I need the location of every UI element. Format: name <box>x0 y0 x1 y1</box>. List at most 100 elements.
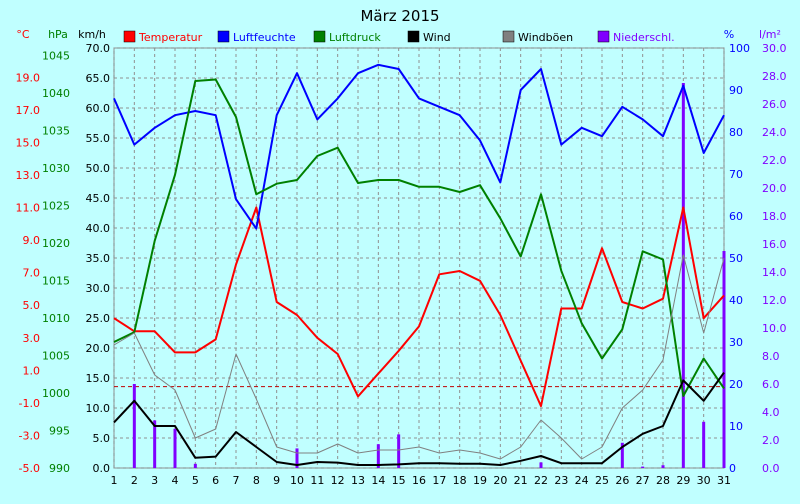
temp-tick-label: -5.0 <box>19 462 40 475</box>
series-lines <box>113 63 725 466</box>
precip-tick-label: 8.0 <box>762 350 780 363</box>
precip-bar <box>295 448 299 468</box>
precip-bar <box>193 463 197 468</box>
wind-tick-label: 40.0 <box>86 222 111 235</box>
precip-tick-label: 28.0 <box>762 70 787 83</box>
precip-bar <box>702 421 706 468</box>
wind-tick-label: 5.0 <box>93 432 111 445</box>
x-tick-label: 29 <box>676 474 690 487</box>
precip-tick-label: 2.0 <box>762 434 780 447</box>
wind-tick-label: 25.0 <box>86 312 111 325</box>
press-tick-label: 1020 <box>42 237 70 250</box>
precip-bar <box>173 428 177 468</box>
humid-tick-label: 10 <box>729 420 743 433</box>
series-line-luftfeuchte <box>113 63 725 230</box>
precip-tick-label: 24.0 <box>762 126 787 139</box>
press-axis-unit: hPa <box>48 28 68 41</box>
grid <box>113 47 725 469</box>
x-tick-label: 3 <box>151 474 158 487</box>
legend-swatch <box>123 30 136 43</box>
humid-tick-label: 70 <box>729 168 743 181</box>
x-tick-label: 1 <box>111 474 118 487</box>
press-tick-label: 1025 <box>42 200 70 213</box>
precip-bar <box>397 434 401 468</box>
temp-tick-label: 7.0 <box>23 267 41 280</box>
temp-tick-label: 9.0 <box>23 234 41 247</box>
series-line-temperatur <box>113 206 725 408</box>
x-tick-label: 5 <box>192 474 199 487</box>
x-tick-label: 8 <box>253 474 260 487</box>
x-tick-label: 18 <box>453 474 467 487</box>
series-line-windböen <box>113 254 725 460</box>
series-line-luftdruck <box>113 78 725 397</box>
legend-swatch <box>407 30 420 43</box>
temp-tick-label: -3.0 <box>19 429 40 442</box>
humid-tick-label: 90 <box>729 84 743 97</box>
precip-bars <box>132 83 726 468</box>
wind-tick-label: 70.0 <box>86 42 111 55</box>
legend-swatch <box>502 30 515 43</box>
legend-swatch <box>217 30 230 43</box>
press-tick-label: 1010 <box>42 312 70 325</box>
temp-tick-label: 17.0 <box>16 104 41 117</box>
precip-tick-label: 16.0 <box>762 238 787 251</box>
x-tick-label: 14 <box>371 474 385 487</box>
x-tick-label: 15 <box>392 474 406 487</box>
press-tick-label: 1030 <box>42 162 70 175</box>
humid-tick-label: 40 <box>729 294 743 307</box>
humid-tick-label: 30 <box>729 336 743 349</box>
x-tick-label: 27 <box>636 474 650 487</box>
wind-tick-label: 45.0 <box>86 192 111 205</box>
wind-axis-unit: km/h <box>78 28 106 41</box>
precip-tick-label: 14.0 <box>762 266 787 279</box>
precip-axis-unit: l/m² <box>759 28 781 41</box>
x-tick-label: 26 <box>615 474 629 487</box>
x-tick-label: 22 <box>534 474 548 487</box>
precip-tick-label: 6.0 <box>762 378 780 391</box>
axis-labels: -5.0-3.0-1.01.03.05.07.09.011.013.015.01… <box>16 42 787 487</box>
x-tick-label: 19 <box>473 474 487 487</box>
press-tick-label: 1015 <box>42 275 70 288</box>
legend-swatch <box>597 30 610 43</box>
wind-tick-label: 60.0 <box>86 102 111 115</box>
press-tick-label: 1000 <box>42 387 70 400</box>
legend-label: Niederschl. <box>613 31 675 44</box>
temp-tick-label: -1.0 <box>19 397 40 410</box>
legend-label: Temperatur <box>138 31 203 44</box>
temp-tick-label: 3.0 <box>23 332 41 345</box>
legend-label: Wind <box>423 31 451 44</box>
x-tick-label: 23 <box>554 474 568 487</box>
temp-tick-label: 5.0 <box>23 299 41 312</box>
legend: Temperatur Luftfeuchte Luftdruck Wind Windbö… <box>123 30 675 44</box>
x-tick-label: 2 <box>131 474 138 487</box>
x-tick-label: 17 <box>432 474 446 487</box>
humid-tick-label: 50 <box>729 252 743 265</box>
precip-tick-label: 12.0 <box>762 294 787 307</box>
press-tick-label: 990 <box>49 462 70 475</box>
x-tick-label: 28 <box>656 474 670 487</box>
precip-bar <box>722 251 726 468</box>
precip-bar <box>153 420 157 468</box>
precip-tick-label: 0.0 <box>762 462 780 475</box>
precip-tick-label: 26.0 <box>762 98 787 111</box>
x-tick-label: 25 <box>595 474 609 487</box>
precip-bar <box>620 442 624 468</box>
humid-axis-unit: % <box>724 28 734 41</box>
legend-label: Luftfeuchte <box>233 31 296 44</box>
temp-tick-label: 15.0 <box>16 136 41 149</box>
x-tick-label: 11 <box>310 474 324 487</box>
x-tick-label: 20 <box>493 474 507 487</box>
press-tick-label: 1045 <box>42 50 70 63</box>
precip-bar <box>539 462 543 468</box>
legend-label: Luftdruck <box>329 31 381 44</box>
precip-tick-label: 22.0 <box>762 154 787 167</box>
wind-tick-label: 10.0 <box>86 402 111 415</box>
precip-bar <box>641 466 645 468</box>
temp-tick-label: 13.0 <box>16 169 41 182</box>
x-tick-label: 10 <box>290 474 304 487</box>
temp-tick-label: 11.0 <box>16 202 41 215</box>
x-tick-label: 24 <box>575 474 589 487</box>
precip-tick-label: 20.0 <box>762 182 787 195</box>
precip-tick-label: 10.0 <box>762 322 787 335</box>
